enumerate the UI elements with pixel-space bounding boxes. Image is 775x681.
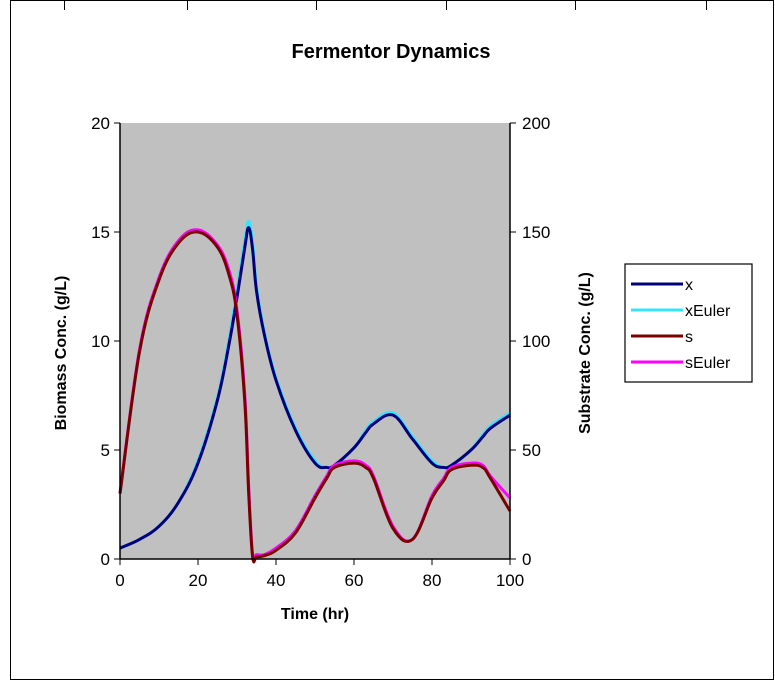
x-tick-label: 60 — [345, 571, 364, 590]
y2-axis-label: Substrate Conc. (g/L) — [577, 272, 594, 434]
series-line-x — [119, 226, 511, 550]
sheet-gridline — [706, 0, 707, 10]
y-tick-label: 10 — [91, 332, 110, 351]
sheet-gridline — [187, 0, 188, 10]
legend-label-s: s — [685, 329, 693, 346]
y2-tick-label: 0 — [522, 550, 531, 569]
y2-tick-label: 200 — [522, 114, 550, 133]
y-tick-label: 0 — [101, 550, 110, 569]
legend: x xEuler s sEuler — [624, 263, 753, 383]
x-tick-label: 100 — [496, 571, 524, 590]
x-tick-label: 20 — [189, 571, 208, 590]
y2-tick-label: 100 — [522, 332, 550, 351]
x-tick-label: 40 — [267, 571, 286, 590]
y2-tick-label: 150 — [522, 223, 550, 242]
sheet-gridline — [446, 0, 447, 10]
sheet-gridline — [64, 0, 65, 10]
plot-area — [120, 123, 510, 559]
y-tick-label: 5 — [101, 441, 110, 460]
y2-tick-label: 50 — [522, 441, 541, 460]
x-axis-label: Time (hr) — [281, 606, 349, 623]
x-tick-label: 80 — [423, 571, 442, 590]
series-line-s — [118, 230, 512, 564]
x-tick-label: 0 — [115, 571, 124, 590]
legend-label-x: x — [685, 277, 693, 294]
sheet-gridline — [316, 0, 317, 10]
sheet-gridline — [575, 0, 576, 10]
legend-label-xEuler: xEuler — [685, 303, 731, 320]
chart-title: Fermentor Dynamics — [292, 41, 491, 63]
y-tick-label: 20 — [91, 114, 110, 133]
y-axis-label: Biomass Conc. (g/L) — [53, 276, 70, 431]
legend-label-sEuler: sEuler — [685, 355, 731, 372]
y-tick-label: 15 — [91, 223, 110, 242]
